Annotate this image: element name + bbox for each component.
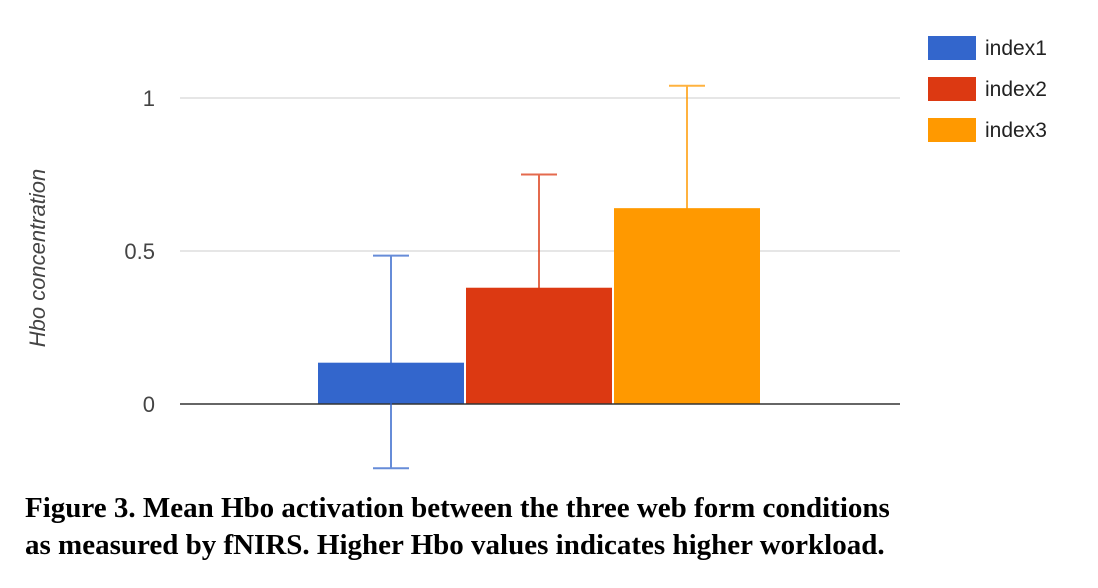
legend: index1 index2 index3 bbox=[928, 36, 1047, 142]
legend-label: index2 bbox=[985, 78, 1047, 101]
y-tick-label: 1 bbox=[143, 86, 155, 111]
legend-label: index1 bbox=[985, 37, 1047, 60]
legend-item-index1: index1 bbox=[928, 36, 1047, 60]
legend-swatch bbox=[928, 36, 976, 60]
y-tick-label: 0 bbox=[143, 392, 155, 417]
legend-swatch bbox=[928, 118, 976, 142]
legend-item-index2: index2 bbox=[928, 77, 1047, 101]
y-axis-ticks: 00.51 bbox=[124, 86, 155, 417]
y-axis-label: Hbo concentration bbox=[25, 169, 50, 348]
legend-item-index3: index3 bbox=[928, 118, 1047, 142]
caption-line-1: Figure 3. Mean Hbo activation between th… bbox=[25, 492, 890, 524]
error-bar-index2 bbox=[521, 173, 557, 402]
y-tick-label: 0.5 bbox=[124, 239, 155, 264]
error-bar-index1 bbox=[373, 254, 409, 470]
bar-chart: 00.51 Hbo concentration index1index2inde… bbox=[25, 36, 1047, 470]
legend-swatch bbox=[928, 77, 976, 101]
caption-line-2: as measured by fNIRS. Higher Hbo values … bbox=[25, 529, 885, 561]
error-bar-index3 bbox=[669, 84, 705, 331]
error-bars bbox=[373, 84, 705, 470]
figure-caption: Figure 3. Mean Hbo activation between th… bbox=[25, 490, 1085, 564]
legend-label: index3 bbox=[985, 119, 1047, 142]
